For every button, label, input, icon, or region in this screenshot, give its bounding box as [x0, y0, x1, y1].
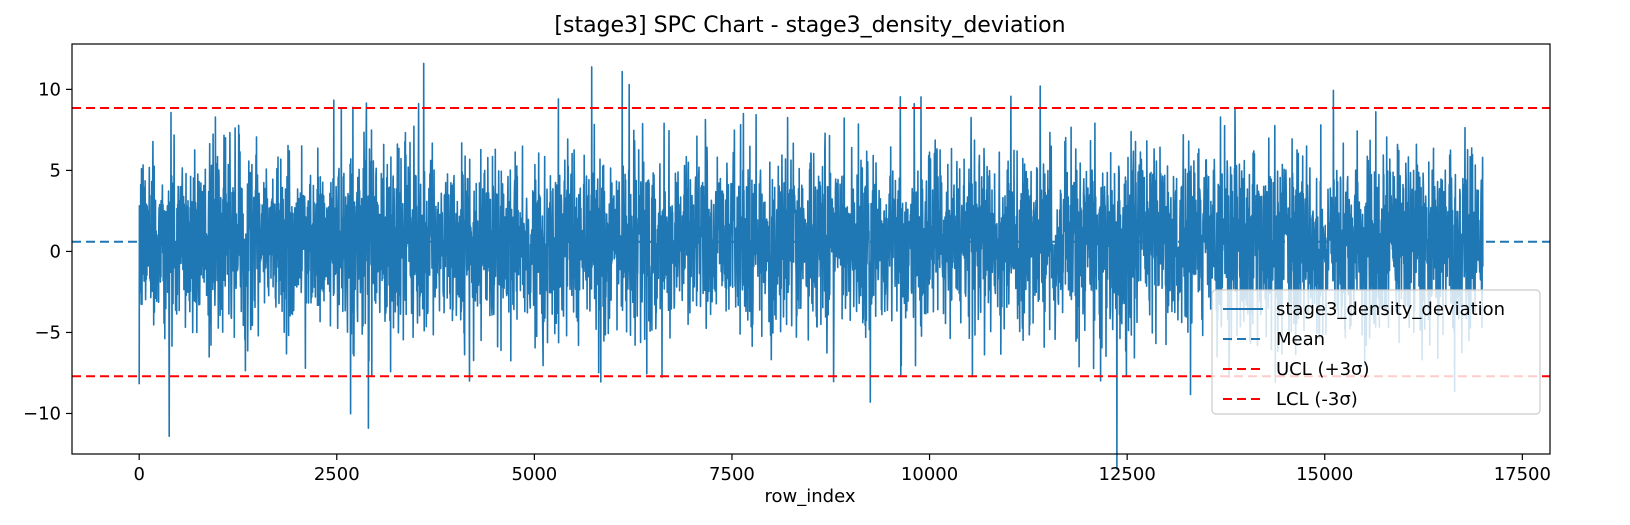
plot-area: 0 2500 5000 7500 10000 12500 15000 17500 −10 −5 0 5… — [23, 43, 1551, 485]
x-tick-label: 0 — [133, 464, 144, 485]
x-tick-label: 5000 — [511, 464, 557, 485]
series-line-stage3-density-deviation — [138, 62, 1484, 470]
legend-entry: Mean — [1276, 329, 1325, 350]
x-tick-label: 10000 — [901, 464, 958, 485]
legend-box — [1211, 289, 1541, 415]
x-tick-label: 15000 — [1296, 464, 1353, 485]
x-tick-label: 2500 — [314, 464, 360, 485]
y-tick-label: −10 — [23, 403, 61, 424]
legend-entry: LCL (-3σ) — [1276, 389, 1358, 410]
legend-entry: stage3_density_deviation — [1276, 299, 1505, 320]
y-tick-label: 0 — [50, 241, 61, 262]
x-axis-label: row_index — [765, 486, 856, 507]
x-tick-label: 7500 — [709, 464, 755, 485]
y-tick-label: 5 — [50, 160, 61, 181]
x-tick-label: 17500 — [1494, 464, 1551, 485]
y-tick-label: 10 — [38, 79, 61, 100]
y-tick-label: −5 — [34, 322, 61, 343]
x-tick-label: 12500 — [1099, 464, 1156, 485]
chart-title: [stage3] SPC Chart - stage3_density_devi… — [554, 13, 1065, 38]
plot-frame — [71, 43, 1551, 455]
legend-entry: UCL (+3σ) — [1276, 359, 1369, 380]
